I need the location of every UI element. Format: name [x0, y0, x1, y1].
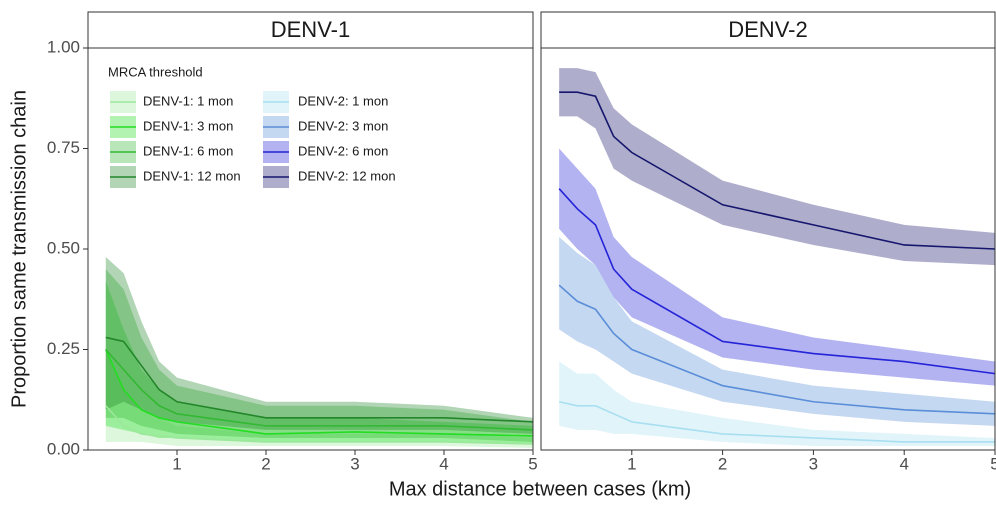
line [558, 188, 996, 375]
x-tick-label: 4 [439, 454, 448, 473]
y-tick-label: 0.75 [47, 138, 80, 157]
ribbon [559, 361, 995, 446]
line [105, 405, 534, 445]
strip [87, 11, 534, 49]
line [105, 336, 534, 423]
y-tick-label: 0.25 [47, 339, 80, 358]
ribbon [105, 269, 534, 442]
line [105, 348, 534, 431]
line [558, 400, 995, 443]
line [559, 91, 996, 250]
x-tick-label: 3 [350, 454, 359, 473]
x-tick-label: 1 [627, 454, 636, 473]
legend-label: DENV-2: 3 mon [298, 118, 388, 133]
legend-label: DENV-1: 12 mon [143, 168, 241, 183]
x-axis-label: Max distance between cases (km) [389, 478, 691, 500]
legend-label: DENV-2: 6 mon [298, 143, 388, 158]
x-tick-label: 4 [899, 454, 908, 473]
strip-label: DENV-2 [728, 17, 807, 42]
x-tick-label: 2 [261, 454, 270, 473]
line [105, 349, 534, 437]
legend-label: DENV-1: 3 mon [143, 118, 233, 133]
ribbon [105, 349, 534, 448]
y-axis-label: Proportion same transmission chain [8, 90, 30, 408]
y-tick-label: 0.50 [47, 238, 80, 257]
x-tick-label: 2 [718, 454, 727, 473]
legend-label: DENV-2: 12 mon [298, 168, 396, 183]
strip-label: DENV-1 [271, 17, 350, 42]
ribbon [105, 257, 534, 434]
x-tick-label: 1 [172, 454, 181, 473]
ribbon [559, 236, 995, 426]
legend-label: DENV-1: 6 mon [143, 143, 233, 158]
legend-label: DENV-2: 1 mon [298, 93, 388, 108]
ribbon [559, 68, 995, 266]
ribbon [559, 148, 995, 386]
strip [540, 11, 996, 49]
x-tick-label: 3 [809, 454, 818, 473]
y-tick-label: 1.00 [47, 37, 80, 56]
line [558, 284, 996, 415]
y-tick-label: 0.00 [47, 439, 80, 458]
x-tick-label: 5 [990, 454, 996, 473]
legend-label: DENV-1: 1 mon [143, 93, 233, 108]
x-tick-label: 5 [528, 454, 537, 473]
legend-title: MRCA threshold [108, 64, 203, 79]
